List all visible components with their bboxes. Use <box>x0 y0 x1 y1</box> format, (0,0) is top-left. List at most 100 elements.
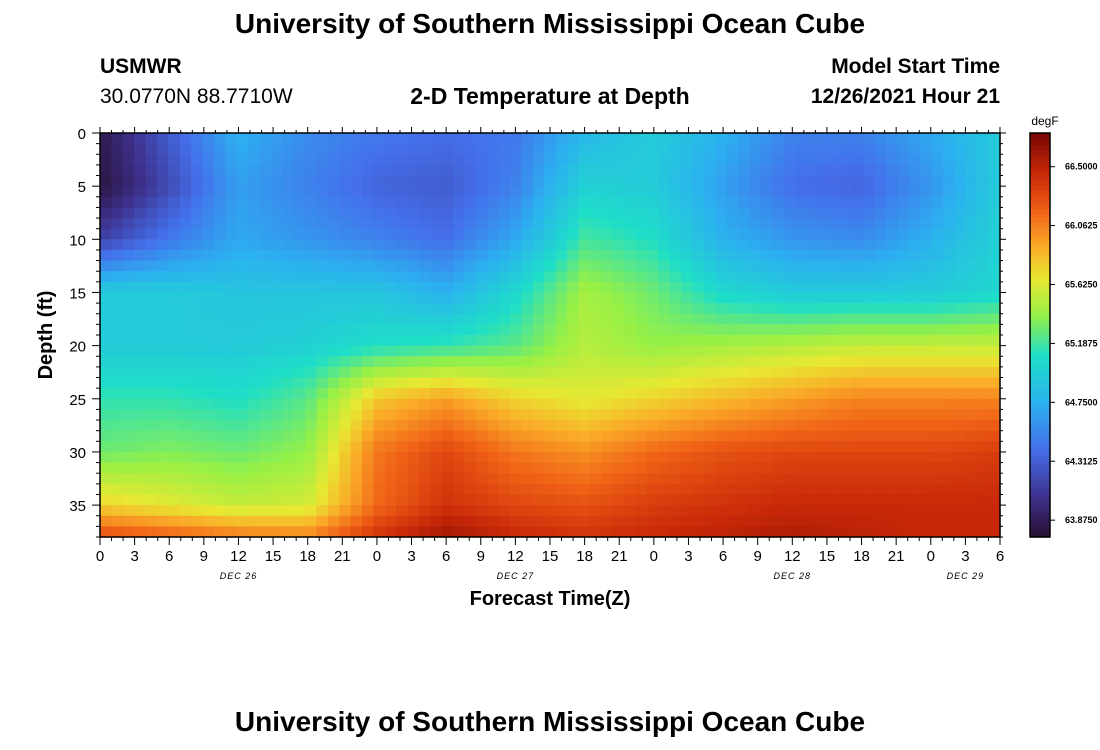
heatmap-cell <box>931 462 944 474</box>
heatmap-cell <box>532 207 545 219</box>
heatmap-cell <box>396 292 409 304</box>
heatmap-cell <box>384 515 397 527</box>
heatmap-cell <box>829 483 842 496</box>
heatmap-cell <box>475 494 488 506</box>
heatmap-cell <box>829 228 842 240</box>
heatmap-cell <box>646 388 659 400</box>
heatmap-cell <box>487 260 500 272</box>
heatmap-cell <box>384 505 397 517</box>
heatmap-cell <box>646 207 659 219</box>
heatmap-cell <box>920 207 933 219</box>
heatmap-cell <box>350 164 363 177</box>
colorbar-swatch <box>1030 528 1050 534</box>
heatmap-cell <box>270 420 283 432</box>
heatmap-cell <box>635 430 648 442</box>
heatmap-cell <box>692 377 705 389</box>
heatmap-cell <box>726 175 739 187</box>
heatmap-cell <box>225 398 238 411</box>
heatmap-cell <box>270 196 283 209</box>
heatmap-cell <box>886 281 899 294</box>
heatmap-cell <box>191 133 204 145</box>
heatmap-cell <box>863 515 876 527</box>
heatmap-cell <box>658 228 671 240</box>
colorbar-swatch <box>1030 351 1050 356</box>
heatmap-cell <box>931 143 944 155</box>
heatmap-cell <box>532 249 545 262</box>
heatmap-cell <box>100 430 112 442</box>
heatmap-cell <box>737 366 750 379</box>
heatmap-cell <box>806 515 819 527</box>
heatmap-cell <box>156 143 169 155</box>
heatmap-cell <box>908 335 921 347</box>
heatmap-cell <box>943 260 956 272</box>
heatmap-cell <box>350 249 363 262</box>
heatmap-cell <box>498 483 511 496</box>
heatmap-cell <box>806 196 819 209</box>
heatmap-cell <box>248 505 261 517</box>
heatmap-cell <box>270 133 283 145</box>
heatmap-cell <box>624 303 637 315</box>
colorbar-swatch <box>1030 371 1050 376</box>
heatmap-cell <box>658 462 671 474</box>
heatmap-cell <box>908 430 921 442</box>
heatmap-cell <box>521 196 534 209</box>
heatmap-cell <box>373 218 386 230</box>
heatmap-cell <box>475 271 488 283</box>
heatmap-cell <box>954 366 967 379</box>
heatmap-cell <box>886 526 899 538</box>
heatmap-cell <box>134 207 147 219</box>
heatmap-cell <box>316 430 329 442</box>
heatmap-cell <box>703 462 716 474</box>
heatmap-cell <box>111 483 124 496</box>
heatmap-cell <box>908 260 921 272</box>
heatmap-cell <box>191 483 204 496</box>
heatmap-cell <box>441 303 454 315</box>
heatmap-cell <box>646 313 659 325</box>
heatmap-cell <box>749 377 762 389</box>
heatmap-cell <box>886 398 899 411</box>
heatmap-cell <box>259 462 272 474</box>
heatmap-cell <box>487 292 500 304</box>
heatmap-cell <box>134 377 147 389</box>
heatmap-cell <box>134 398 147 411</box>
heatmap-cell <box>943 430 956 442</box>
heatmap-cell <box>293 388 306 400</box>
heatmap-cell <box>829 441 842 453</box>
heatmap-cell <box>384 143 397 155</box>
heatmap-cell <box>396 207 409 219</box>
heatmap-cell <box>248 281 261 294</box>
heatmap-cell <box>134 526 147 538</box>
heatmap-cell <box>510 133 523 145</box>
heatmap-cell <box>749 473 762 485</box>
heatmap-cell <box>612 154 625 166</box>
heatmap-cell <box>624 218 637 230</box>
heatmap-cell <box>646 175 659 187</box>
heatmap-cell <box>498 164 511 177</box>
heatmap-cell <box>362 345 375 357</box>
heatmap-cell <box>418 377 431 389</box>
heatmap-cell <box>783 281 796 294</box>
heatmap-cell <box>555 441 568 453</box>
heatmap-cell <box>829 462 842 474</box>
heatmap-cell <box>510 462 523 474</box>
heatmap-cell <box>612 420 625 432</box>
heatmap-cell <box>806 473 819 485</box>
heatmap-cell <box>772 154 785 166</box>
heatmap-cell <box>134 483 147 496</box>
heatmap-cell <box>931 505 944 517</box>
heatmap-cell <box>236 228 249 240</box>
heatmap-cell <box>350 483 363 496</box>
heatmap-cell <box>555 388 568 400</box>
heatmap-cell <box>646 515 659 527</box>
heatmap-cell <box>418 526 431 538</box>
heatmap-cell <box>578 420 591 432</box>
heatmap-cell <box>396 430 409 442</box>
heatmap-cell <box>145 175 158 187</box>
heatmap-cell <box>977 249 990 262</box>
heatmap-cell <box>407 218 420 230</box>
heatmap-cell <box>384 409 397 421</box>
heatmap-cell <box>521 409 534 421</box>
heatmap-cell <box>578 483 591 496</box>
heatmap-cell <box>726 196 739 209</box>
heatmap-cell <box>943 409 956 421</box>
